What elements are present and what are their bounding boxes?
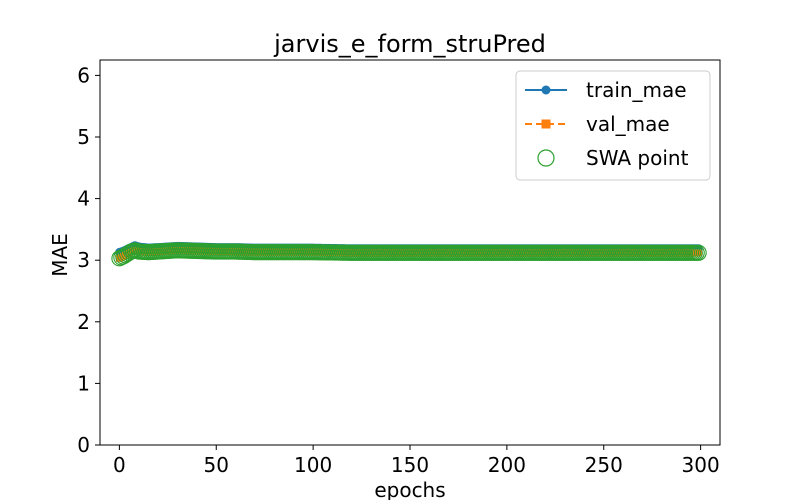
y-tick-label: 5 bbox=[77, 125, 90, 149]
legend-marker-train-mae bbox=[541, 85, 551, 95]
y-axis-label: MAE bbox=[48, 233, 72, 277]
legend-box bbox=[515, 70, 711, 181]
legend-entry-swa-point: SWA point bbox=[537, 146, 689, 170]
legend: train_mae val_mae SWA point bbox=[515, 70, 711, 181]
legend-entry-val-mae: val_mae bbox=[525, 112, 670, 136]
y-tick-label: 1 bbox=[77, 371, 90, 395]
x-tick-label: 250 bbox=[585, 453, 623, 477]
series-swa-point bbox=[111, 242, 707, 267]
x-axis: 0 50 100 150 200 250 300 bbox=[113, 445, 720, 477]
legend-entry-train-mae: train_mae bbox=[525, 78, 687, 102]
legend-label-val-mae: val_mae bbox=[586, 112, 670, 136]
y-tick-label: 4 bbox=[77, 187, 90, 211]
plot-layer bbox=[111, 241, 707, 267]
y-axis: 0 1 2 3 4 5 6 bbox=[77, 63, 100, 457]
x-tick-label: 300 bbox=[682, 453, 720, 477]
legend-marker-val-mae bbox=[541, 119, 551, 129]
legend-label-swa-point: SWA point bbox=[586, 146, 689, 170]
x-tick-label: 100 bbox=[294, 453, 332, 477]
swa-point-marker bbox=[690, 244, 707, 261]
y-tick-label: 3 bbox=[77, 248, 90, 272]
x-tick-label: 50 bbox=[204, 453, 229, 477]
x-axis-label: epochs bbox=[374, 478, 445, 500]
x-tick-label: 0 bbox=[113, 453, 126, 477]
y-tick-label: 2 bbox=[77, 310, 90, 334]
legend-marker-swa-point bbox=[537, 149, 555, 167]
x-tick-label: 150 bbox=[391, 453, 429, 477]
y-tick-label: 0 bbox=[77, 433, 90, 457]
chart-title: jarvis_e_form_struPred bbox=[273, 30, 546, 58]
legend-label-train-mae: train_mae bbox=[586, 78, 687, 102]
x-tick-label: 200 bbox=[488, 453, 526, 477]
y-tick-label: 6 bbox=[77, 63, 90, 87]
